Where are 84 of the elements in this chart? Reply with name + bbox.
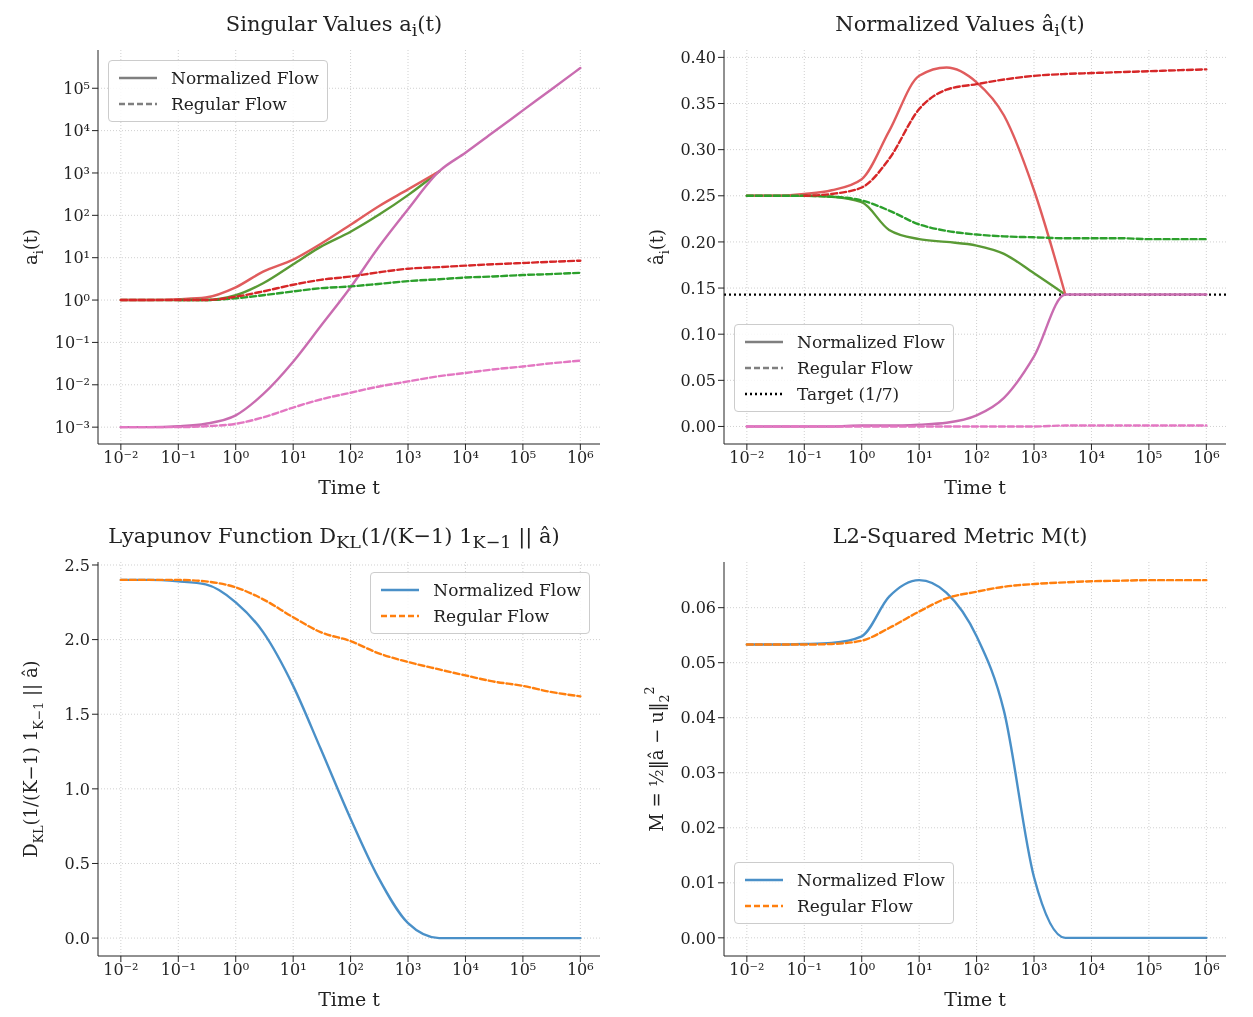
x-tick-label: 10¹	[905, 448, 933, 468]
x-tick-label: 10¹	[279, 448, 307, 468]
x-tick-label: 10⁻²	[103, 960, 139, 980]
chart-title: Lyapunov Function D$_{KL}$(1/(K−1) 1$_{K−1}$ || â)	[107, 523, 561, 553]
y-tick-label: 10⁰	[63, 290, 90, 310]
legend-label: Normalized Flow	[797, 332, 945, 352]
y-tick-label: 1.5	[64, 704, 90, 724]
x-tick-label: 10⁵	[509, 448, 537, 468]
x-tick-label: 10³	[394, 448, 422, 468]
legend-label: Regular Flow	[433, 606, 550, 626]
y-tick-label: 10⁴	[63, 121, 90, 141]
x-tick-label: 10⁻²	[729, 960, 765, 980]
y-tick-label: 0.00	[680, 417, 716, 437]
x-tick-label: 10⁴	[1078, 448, 1105, 468]
y-tick-label: 10⁻²	[54, 375, 90, 395]
y-tick-label: 0.04	[680, 708, 716, 728]
x-tick-label: 10³	[394, 960, 422, 980]
y-tick-label: 10⁻³	[54, 417, 90, 437]
y-tick-label: 0.06	[680, 598, 716, 618]
x-tick-label: 10²	[337, 448, 364, 468]
y-tick-label: 0.03	[680, 763, 716, 783]
y-tick-label: 0.05	[680, 371, 716, 391]
x-tick-label: 10⁵	[1135, 448, 1163, 468]
y-tick-label: 0.35	[680, 94, 716, 114]
x-tick-label: 10⁻¹	[160, 448, 196, 468]
y-tick-label: 10⁻¹	[54, 333, 90, 353]
y-tick-label: 0.05	[680, 653, 716, 673]
x-tick-label: 10⁴	[1078, 960, 1105, 980]
y-tick-label: 0.5	[64, 854, 90, 874]
x-tick-label: 10²	[963, 960, 990, 980]
y-tick-label: 1.0	[64, 779, 90, 799]
x-tick-label: 10⁴	[452, 960, 479, 980]
x-tick-label: 10⁻¹	[786, 960, 822, 980]
x-axis-title: Time t	[318, 988, 381, 1010]
y-tick-label: 0.20	[680, 232, 716, 252]
y-tick-label: 10⁵	[63, 78, 90, 98]
x-tick-label: 10¹	[279, 960, 307, 980]
x-tick-label: 10⁴	[452, 448, 479, 468]
y-tick-label: 2.0	[64, 630, 90, 650]
y-tick-label: 0.02	[680, 818, 716, 838]
x-tick-label: 10¹	[905, 960, 933, 980]
y-tick-label: 0.01	[680, 873, 716, 893]
x-tick-label: 10⁶	[566, 960, 594, 980]
x-tick-label: 10⁶	[1192, 448, 1220, 468]
chart-title: Normalized Values â$_{i}$(t)	[834, 11, 1086, 41]
x-tick-label: 10³	[1020, 960, 1048, 980]
x-tick-label: 10⁻¹	[786, 448, 822, 468]
y-tick-label: 10¹	[63, 248, 90, 268]
x-tick-label: 10⁰	[848, 960, 876, 980]
x-tick-label: 10²	[963, 448, 990, 468]
y-tick-label: 0.10	[680, 324, 716, 344]
y-tick-label: 0.25	[680, 186, 716, 206]
x-axis-title: Time t	[318, 476, 381, 498]
x-tick-label: 10⁻²	[103, 448, 139, 468]
x-tick-label: 10⁶	[566, 448, 594, 468]
x-tick-label: 10⁶	[1192, 960, 1220, 980]
x-axis-title: Time t	[944, 988, 1007, 1010]
y-tick-label: 0.15	[680, 278, 716, 298]
y-tick-label: 2.5	[64, 555, 90, 575]
x-tick-label: 10⁰	[222, 448, 250, 468]
y-tick-label: 10²	[63, 206, 90, 226]
legend-label: Regular Flow	[797, 896, 913, 916]
chart-title: Singular Values a$_{i}$(t)	[224, 11, 444, 41]
legend-label: Normalized Flow	[797, 870, 945, 890]
y-tick-label: 10³	[63, 163, 90, 183]
chart-title: L2-Squared Metric M(t)	[831, 523, 1089, 550]
legend-label: Normalized Flow	[171, 68, 319, 88]
x-tick-label: 10⁻²	[729, 448, 765, 468]
y-tick-label: 0.30	[680, 140, 716, 160]
x-tick-label: 10⁵	[1135, 960, 1163, 980]
y-tick-label: 0.00	[680, 928, 716, 948]
legend-label: Target (1/7)	[797, 384, 900, 404]
legend-label: Regular Flow	[797, 358, 913, 378]
x-tick-label: 10⁵	[509, 960, 537, 980]
x-tick-label: 10³	[1020, 448, 1048, 468]
y-tick-label: 0.0	[64, 928, 90, 948]
x-tick-label: 10⁰	[222, 960, 250, 980]
x-tick-label: 10⁰	[848, 448, 876, 468]
legend-label: Normalized Flow	[433, 580, 581, 600]
x-tick-label: 10⁻¹	[160, 960, 196, 980]
x-tick-label: 10²	[337, 960, 364, 980]
y-tick-label: 0.40	[680, 48, 716, 68]
legend-label: Regular Flow	[171, 94, 287, 114]
x-axis-title: Time t	[944, 476, 1007, 498]
